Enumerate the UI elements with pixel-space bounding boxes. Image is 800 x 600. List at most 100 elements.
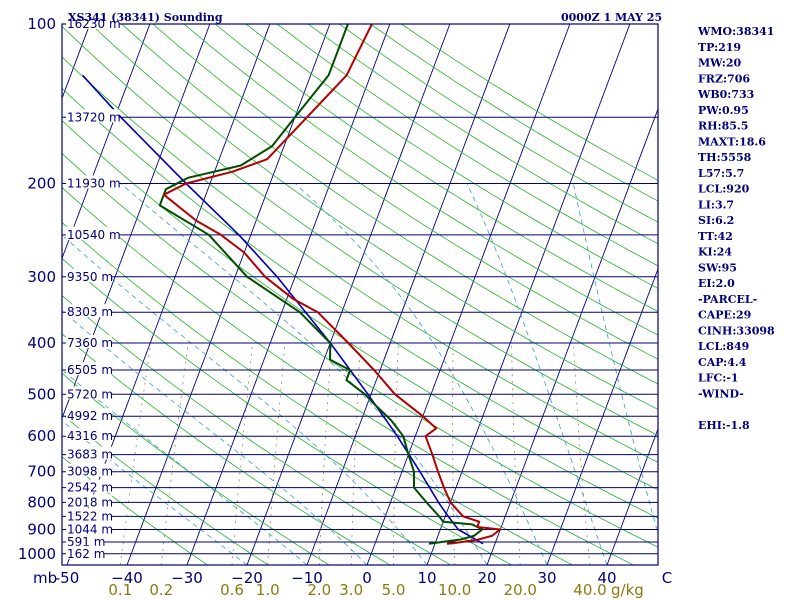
temperature-tick-label: C [662,569,672,587]
height-label: 9350 m [67,270,113,284]
height-label: 11930 m [67,176,121,190]
dry-adiabat-line [214,24,658,312]
dry-adiabat-line [62,87,658,491]
index-line: CAPE:29 [698,309,751,322]
index-line: -WIND- [698,387,744,400]
index-line: TT:42 [698,230,733,243]
plot-frame [61,23,659,566]
height-label-bg [66,463,112,477]
height-label-bg [66,533,105,547]
height-label-bg [66,304,112,318]
height-label-bg [66,428,112,442]
y-unit-label: mb [33,569,57,587]
isotherm-line [546,267,658,565]
moist-adiabat-line [62,369,308,565]
mixing-ratio-tick-label: 20.0 [504,581,537,599]
height-label-bg [66,109,120,123]
moist-adiabat-line [466,183,608,565]
dry-adiabat-line [62,221,573,565]
mixing-ratio-line [350,342,361,565]
height-label: 13720 m [67,110,121,124]
temperature-tick-label: 0 [362,569,372,587]
dry-adiabat-line [62,372,330,565]
mixing-ratio-line [160,342,189,565]
dewpoint-trace [158,24,484,545]
pressure-tick-label: 900 [27,521,56,539]
temperature-tick-label: 40 [597,569,616,587]
height-label: 3683 m [67,448,113,462]
height-label-bg [66,508,112,522]
height-label: 591 m [67,535,105,549]
height-label-bg [66,386,112,400]
moist-adiabat-line [62,420,248,565]
index-line: RH:85.5 [698,120,748,133]
height-label-bg [66,521,112,535]
dry-adiabat-line [62,413,269,565]
pressure-tick-label: 800 [27,493,56,511]
index-line: LCL:849 [698,340,749,353]
temperature-tick-label: 20 [477,569,496,587]
height-label-bg [66,446,112,460]
mixing-ratio-line [452,342,455,565]
temperature-tick-label: −20 [231,569,263,587]
mixing-ratio-tick-label: 1.0 [256,581,280,599]
height-label: 2542 m [67,481,113,495]
index-line: MW:20 [698,57,741,70]
index-line: PW:0.95 [698,104,749,117]
index-line: TP:219 [698,41,741,54]
isotherm-line [486,107,658,565]
height-label: 4316 m [67,429,113,443]
height-label-bg [66,408,112,422]
index-line: EHI:-1.8 [698,419,750,432]
height-label-bg [66,362,112,376]
height-label-bg [66,226,120,240]
index-line: FRZ:706 [698,72,750,85]
moist-adiabat-line [62,234,428,565]
index-line: WMO:38341 [697,25,774,38]
isotherm-line [246,24,451,565]
height-label-bg [66,494,112,508]
dry-adiabat-line [62,25,658,436]
moist-adiabat-line [62,309,368,565]
index-line: -PARCEL- [698,293,757,306]
time-title: 0000Z 1 MAY 25 [561,11,662,24]
index-line: EI:2.0 [698,277,735,290]
index-line: LCL:920 [698,183,750,196]
height-label-bg [66,16,120,29]
isotherm-line [62,24,211,420]
height-label-bg [66,334,112,348]
temperature-tick-label: −10 [291,569,323,587]
index-line: TH:5558 [698,151,752,164]
mixing-ratio-line [573,342,591,565]
pressure-tick-label: 1000 [18,545,56,563]
dry-adiabat-line [62,257,512,565]
dry-adiabat-line [307,24,658,245]
height-label: 8303 m [67,305,113,319]
height-label-bg [66,479,112,493]
mixing-ratio-tick-label: 2.0 [307,581,331,599]
dry-adiabat-line [62,333,391,565]
mixing-ratio-tick-label: 3.0 [339,581,363,599]
height-label: 6505 m [67,363,113,377]
dry-adiabat-line [62,295,452,565]
mixing-ratio-line [318,342,332,565]
pressure-tick-label: 400 [27,334,56,352]
isotherm-line [366,24,571,565]
dry-adiabat-line [183,24,658,336]
index-line: CINH:33098 [698,324,775,337]
pressure-tick-label: 500 [27,385,56,403]
dry-adiabat-line [62,56,658,463]
mixing-ratio-tick-label: 5.0 [382,581,406,599]
mixing-ratio-tick-label: 0.1 [108,581,132,599]
dry-adiabat-line [90,24,658,410]
index-line: KI:24 [698,246,732,259]
mixing-ratio-line [119,342,152,565]
temperature-tick-label: −40 [111,569,143,587]
index-line: WB0:733 [697,88,754,101]
temperature-tick-label: 30 [537,569,556,587]
pressure-tick-label: 100 [27,15,56,33]
temperature-tick-label: 10 [417,569,436,587]
mixing-ratio-line [511,342,521,565]
